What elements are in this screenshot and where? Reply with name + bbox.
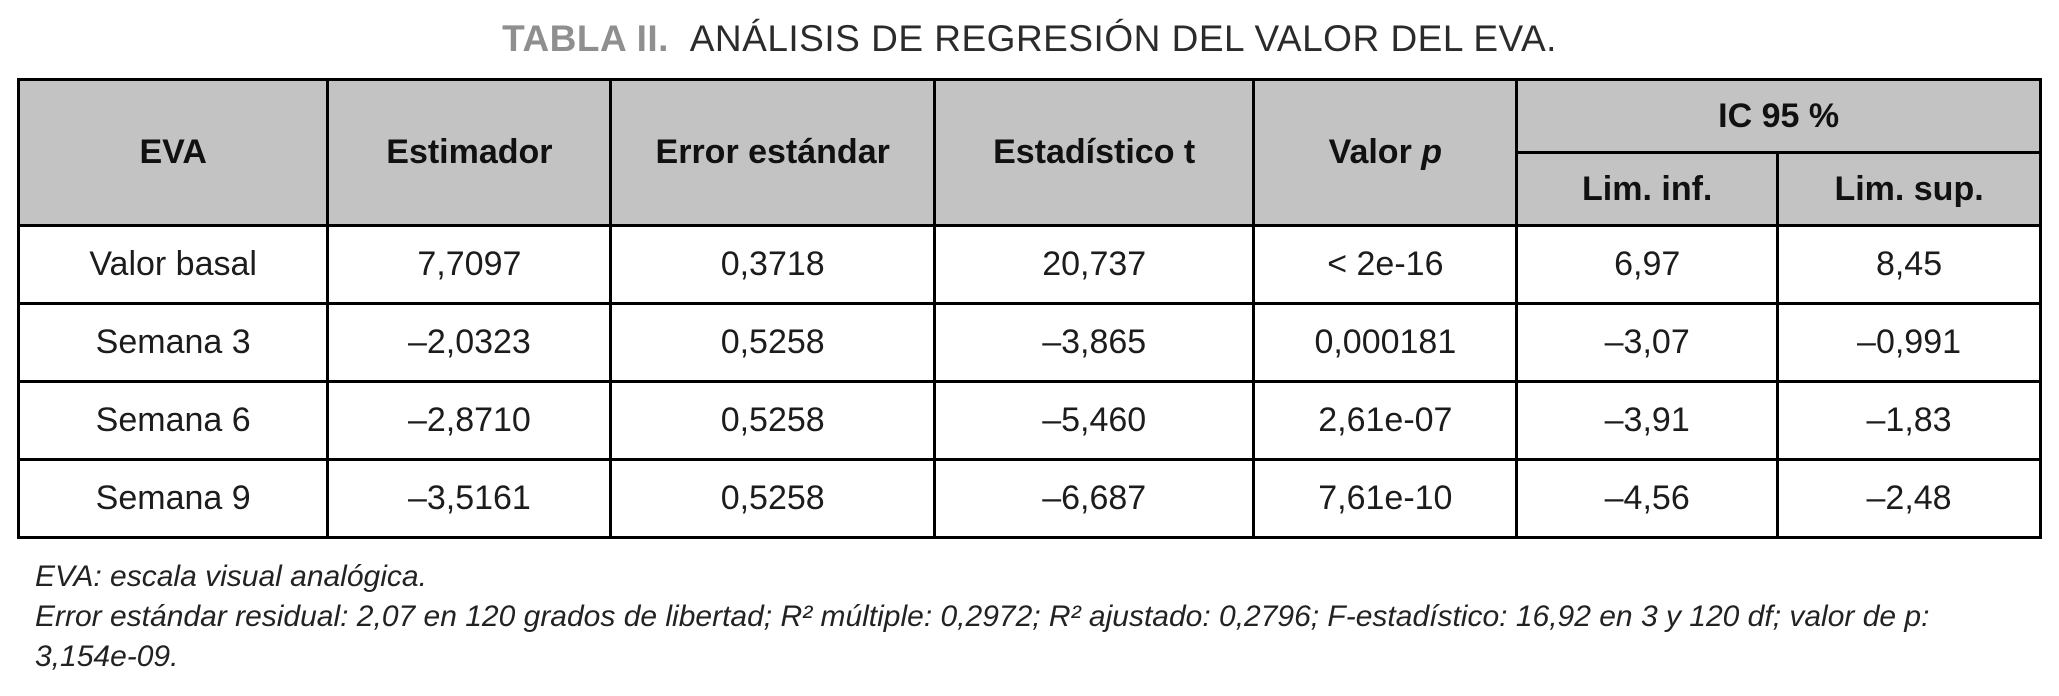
cell-t: –3,865: [932, 302, 1256, 383]
cell-estimador: –2,0323: [326, 302, 613, 383]
header-row-sub: Lim. inf. Lim. sup.: [19, 151, 2042, 227]
table-header: EVA Estimador Error estándar Estadístico…: [16, 78, 2042, 227]
cell-estimador: –2,8710: [326, 380, 613, 461]
col-header-eva: EVA: [16, 78, 330, 227]
cell-error: 0,5258: [609, 380, 936, 461]
cell-lim-inf: 6,97: [1515, 224, 1780, 305]
cell-lim-inf: –4,56: [1515, 458, 1780, 539]
cell-lim-inf: –3,91: [1515, 380, 1780, 461]
table-title-label: TABLA II.: [502, 18, 669, 59]
cell-error: 0,3718: [609, 224, 936, 305]
col-header-valor-p: Valor p: [1252, 78, 1519, 227]
table-body: Valor basal 7,7097 0,3718 20,737 < 2e-16…: [16, 224, 2042, 539]
cell-lim-sup: –0,991: [1776, 302, 2042, 383]
cell-lim-sup: 8,45: [1776, 224, 2042, 305]
table-title: TABLA II. ANÁLISIS DE REGRESIÓN DEL VALO…: [17, 18, 2042, 60]
table-row: Valor basal 7,7097 0,3718 20,737 < 2e-16…: [16, 224, 2042, 305]
col-header-lim-sup: Lim. sup.: [1776, 151, 2042, 227]
cell-t: –5,460: [932, 380, 1256, 461]
col-header-error-estandar: Error estándar: [609, 78, 936, 227]
table-row: Semana 6 –2,8710 0,5258 –5,460 2,61e-07 …: [16, 380, 2042, 461]
cell-p: 0,000181: [1252, 302, 1519, 383]
cell-error: 0,5258: [609, 302, 936, 383]
valor-p-label: Valor: [1328, 133, 1412, 171]
cell-p: < 2e-16: [1252, 224, 1519, 305]
col-header-ic95: IC 95 %: [1515, 78, 2042, 154]
table-footnotes: EVA: escala visual analógica. Error está…: [35, 557, 2015, 677]
footnote-eva-definition: EVA: escala visual analógica.: [35, 560, 427, 593]
table-row: Semana 3 –2,0323 0,5258 –3,865 0,000181 …: [16, 302, 2042, 383]
col-header-estimador: Estimador: [326, 78, 613, 227]
cell-eva: Valor basal: [16, 224, 330, 305]
cell-lim-sup: –1,83: [1776, 380, 2042, 461]
footnote-regression-stats: Error estándar residual: 2,07 en 120 gra…: [35, 600, 1930, 673]
cell-estimador: 7,7097: [326, 224, 613, 305]
col-header-lim-inf: Lim. inf.: [1515, 151, 1780, 227]
cell-error: 0,5258: [609, 458, 936, 539]
regression-table: EVA Estimador Error estándar Estadístico…: [16, 78, 2042, 539]
cell-eva: Semana 3: [16, 302, 330, 383]
cell-eva: Semana 9: [16, 458, 330, 539]
valor-p-symbol: p: [1421, 133, 1443, 171]
cell-estimador: –3,5161: [326, 458, 613, 539]
cell-p: 7,61e-10: [1252, 458, 1519, 539]
cell-t: –6,687: [932, 458, 1256, 539]
col-header-estadistico-t: Estadístico t: [932, 78, 1256, 227]
cell-eva: Semana 6: [16, 380, 330, 461]
table-row: Semana 9 –3,5161 0,5258 –6,687 7,61e-10 …: [16, 458, 2042, 539]
header-row-main: EVA Estimador Error estándar Estadístico…: [16, 78, 2042, 227]
cell-p: 2,61e-07: [1252, 380, 1519, 461]
cell-lim-sup: –2,48: [1776, 458, 2042, 539]
cell-lim-inf: –3,07: [1515, 302, 1780, 383]
table-title-text: ANÁLISIS DE REGRESIÓN DEL VALOR DEL EVA.: [689, 18, 1557, 59]
cell-t: 20,737: [932, 224, 1256, 305]
